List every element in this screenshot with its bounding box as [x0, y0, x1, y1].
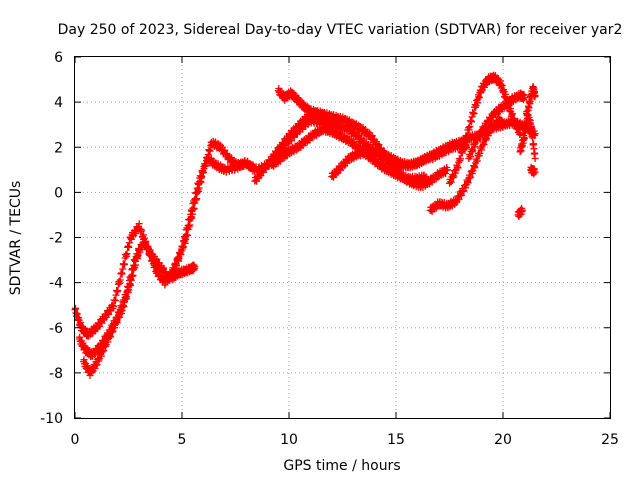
- data-points-layer: [71, 71, 539, 379]
- series-trace-13: [523, 108, 539, 162]
- series-trace-9: [426, 114, 507, 215]
- y-tick-label: 4: [54, 95, 63, 111]
- y-tick-label: 0: [54, 185, 63, 201]
- y-tick-label: -8: [49, 366, 63, 382]
- y-tick-label: 6: [54, 50, 63, 66]
- data-point-markers: [465, 89, 528, 162]
- y-tick-label: -2: [49, 231, 63, 247]
- y-tick-label: -6: [49, 321, 63, 337]
- y-tick-label: -4: [49, 276, 63, 292]
- x-tick-label: 5: [178, 432, 187, 448]
- data-point-markers: [527, 163, 539, 178]
- series-trace-4: [167, 261, 199, 284]
- y-tick-label: 2: [54, 140, 63, 156]
- x-tick-label: 20: [494, 432, 512, 448]
- x-tick-label: 25: [601, 432, 619, 448]
- series-trace-3: [80, 245, 143, 379]
- data-point-markers: [446, 71, 524, 187]
- x-tick-label: 15: [387, 432, 405, 448]
- data-point-markers: [514, 204, 526, 220]
- data-point-markers: [426, 114, 507, 215]
- data-point-markers: [80, 245, 143, 379]
- x-axis-label: GPS time / hours: [283, 458, 400, 474]
- grid-layer: [75, 57, 610, 418]
- series-trace-11: [465, 89, 528, 162]
- x-tick-label: 0: [71, 432, 80, 448]
- x-tick-label: 10: [280, 432, 298, 448]
- series-trace-14: [514, 204, 526, 220]
- series-trace-10: [446, 71, 524, 187]
- y-tick-label: -10: [40, 411, 63, 427]
- data-point-markers: [523, 108, 539, 162]
- y-axis-label: SDTVAR / TECUs: [8, 181, 24, 296]
- chart-title: Day 250 of 2023, Sidereal Day-to-day VTE…: [58, 22, 623, 38]
- ticks-layer: 0 5 10 15 20 25 -10 -8 -6 -4 -2 0 2 4 6: [40, 50, 619, 448]
- series-trace-15: [527, 163, 539, 178]
- data-point-markers: [167, 261, 199, 284]
- plot-frame: [74, 56, 611, 419]
